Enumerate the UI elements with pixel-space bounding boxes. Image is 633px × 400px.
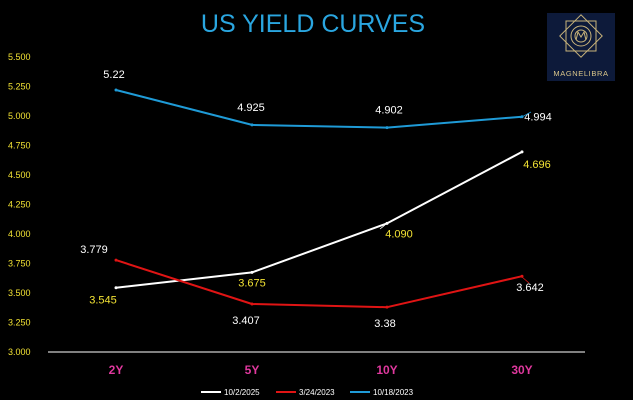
compass-star-logo-icon	[559, 14, 603, 58]
y-tick-label: 3.750	[8, 259, 31, 269]
legend-label: 10/18/2023	[373, 388, 414, 397]
data-labels: 3.545 3.675 4.090 4.696 3.779 3.407 3.38 3.642 5…	[80, 69, 552, 330]
legend-item: 3/24/2023	[276, 388, 335, 397]
x-axis-ticks: 2Y 5Y 10Y 30Y	[109, 363, 533, 377]
data-point	[520, 150, 524, 154]
legend-item: 10/18/2023	[350, 388, 414, 397]
data-label: 3.779	[80, 244, 108, 256]
series-line	[115, 89, 523, 129]
chart-title: US YIELD CURVES	[201, 10, 425, 38]
data-label: 4.994	[524, 112, 552, 124]
y-tick-label: 5.250	[8, 82, 31, 92]
series-layer	[114, 88, 524, 309]
data-label: 4.925	[237, 102, 265, 114]
logo-text: MAGNELIBRA	[553, 69, 608, 78]
data-label: 4.902	[375, 105, 403, 117]
legend-label: 3/24/2023	[299, 388, 335, 397]
legend-item: 10/2/2025	[201, 388, 260, 397]
data-label: 3.38	[374, 318, 395, 330]
data-point	[250, 302, 254, 306]
x-tick-label: 30Y	[511, 363, 532, 377]
data-label: 3.675	[238, 277, 266, 289]
data-point	[114, 88, 118, 92]
x-tick-label: 5Y	[245, 363, 260, 377]
x-tick-label: 10Y	[376, 363, 397, 377]
y-axis-ticks: 3.000 3.250 3.500 3.750 4.000 4.250 4.500 4.750…	[8, 52, 31, 357]
data-point	[250, 270, 254, 274]
y-tick-label: 3.000	[8, 347, 31, 357]
data-point	[114, 286, 118, 290]
y-tick-label: 5.000	[8, 111, 31, 121]
data-point	[520, 274, 524, 278]
data-label: 4.696	[523, 159, 551, 171]
data-point	[250, 123, 254, 127]
label-leader-line	[379, 224, 386, 230]
data-label: 3.545	[89, 295, 117, 307]
logo-background	[547, 13, 615, 81]
y-tick-label: 4.250	[8, 200, 31, 210]
label-leader-line	[521, 276, 530, 284]
data-label: 3.407	[232, 315, 260, 327]
data-label: 4.090	[385, 228, 413, 240]
data-point	[385, 221, 389, 225]
label-leader-line	[519, 111, 532, 119]
logo: MAGNELIBRA	[547, 13, 615, 81]
data-point	[385, 126, 389, 130]
data-label: 5.22	[103, 69, 124, 81]
y-tick-label: 5.500	[8, 52, 31, 62]
data-point	[385, 305, 389, 309]
y-tick-label: 4.750	[8, 141, 31, 151]
data-point	[114, 258, 118, 262]
legend: 10/2/2025 3/24/2023 10/18/2023	[201, 388, 414, 397]
y-tick-label: 3.250	[8, 318, 31, 328]
series-line	[115, 259, 523, 309]
y-tick-label: 4.500	[8, 170, 31, 180]
data-label: 3.642	[516, 282, 544, 294]
x-tick-label: 2Y	[109, 363, 124, 377]
y-tick-label: 4.000	[8, 229, 31, 239]
series-line	[115, 151, 523, 289]
y-tick-label: 3.500	[8, 288, 31, 298]
legend-label: 10/2/2025	[224, 388, 260, 397]
